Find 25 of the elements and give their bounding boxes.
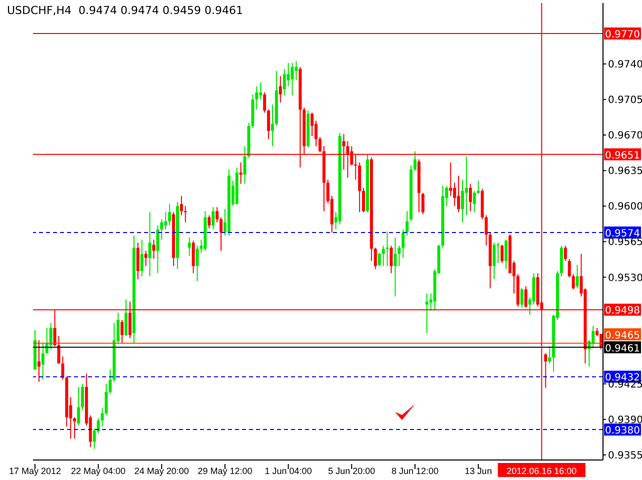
y-tick-label: 0.9740 xyxy=(608,59,642,70)
y-tick-label: 0.9600 xyxy=(608,202,642,213)
y-tick-label: 0.9565 xyxy=(608,237,642,248)
y-tick-label: 0.9705 xyxy=(608,95,642,106)
chart-title: USDCHF,H4 0.9474 0.9474 0.9459 0.9461 xyxy=(7,4,243,17)
y-tick-label: 0.9530 xyxy=(608,272,642,284)
y-tick-label: 0.9635 xyxy=(608,166,642,178)
x-tick-label: 2012.06.16 16:00 xyxy=(506,466,577,476)
x-tick-label: 17 May 2012 xyxy=(8,466,62,476)
ref-line-label: 0.9465 xyxy=(605,330,640,342)
y-tick-label: 0.9670 xyxy=(608,130,642,142)
x-tick-label: 1 Jun 04:00 xyxy=(264,466,312,476)
x-tick-label: 24 May 20:00 xyxy=(134,466,189,476)
y-tick-label: 0.9355 xyxy=(608,450,642,462)
ref-line-label: 0.9770 xyxy=(605,29,640,40)
x-tick-label: 5 Jun 20:00 xyxy=(328,466,376,476)
x-tick-label: 13 Jun xyxy=(464,466,492,476)
ref-line-label: 0.9651 xyxy=(605,150,640,162)
x-tick-label: 22 May 04:00 xyxy=(71,466,126,476)
y-tick-label: 0.9390 xyxy=(608,414,642,426)
ref-line-label: 0.9461 xyxy=(605,343,640,354)
ref-line-label: 0.9498 xyxy=(605,306,640,317)
x-tick-label: 29 May 12:00 xyxy=(198,466,252,476)
ref-line-label: 0.9380 xyxy=(605,426,640,437)
x-tick-label: 8 Jun 12:00 xyxy=(391,466,439,476)
